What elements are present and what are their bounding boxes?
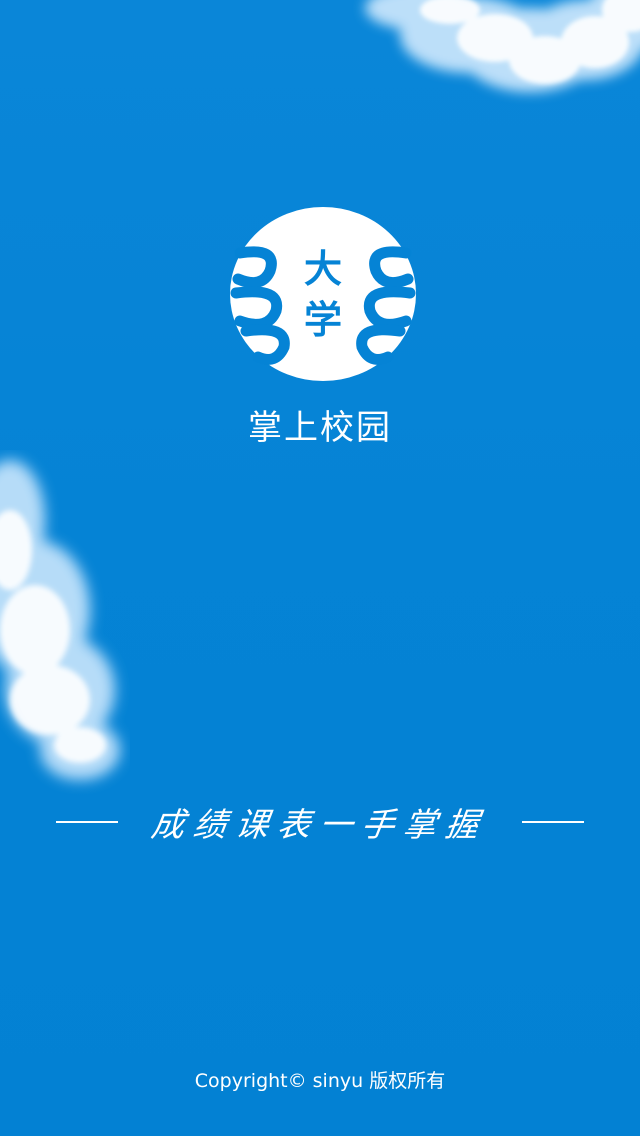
slogan: 成绩课表一手掌握 [56,796,584,848]
university-logo: 大 学 [230,207,416,381]
copyright-notice: Copyright© sinyu 版权所有 [194,1070,446,1092]
slogan-left-rule [56,821,118,823]
cloud-left-image [0,460,120,780]
logo-text-top: 大 [304,247,342,291]
cloud-top-image [365,0,640,92]
slogan-right-rule [522,821,584,823]
app-name: 掌上校园 [248,408,392,448]
slogan-text: 成绩课表一手掌握 [148,805,491,844]
logo-text-bottom: 学 [304,298,342,342]
